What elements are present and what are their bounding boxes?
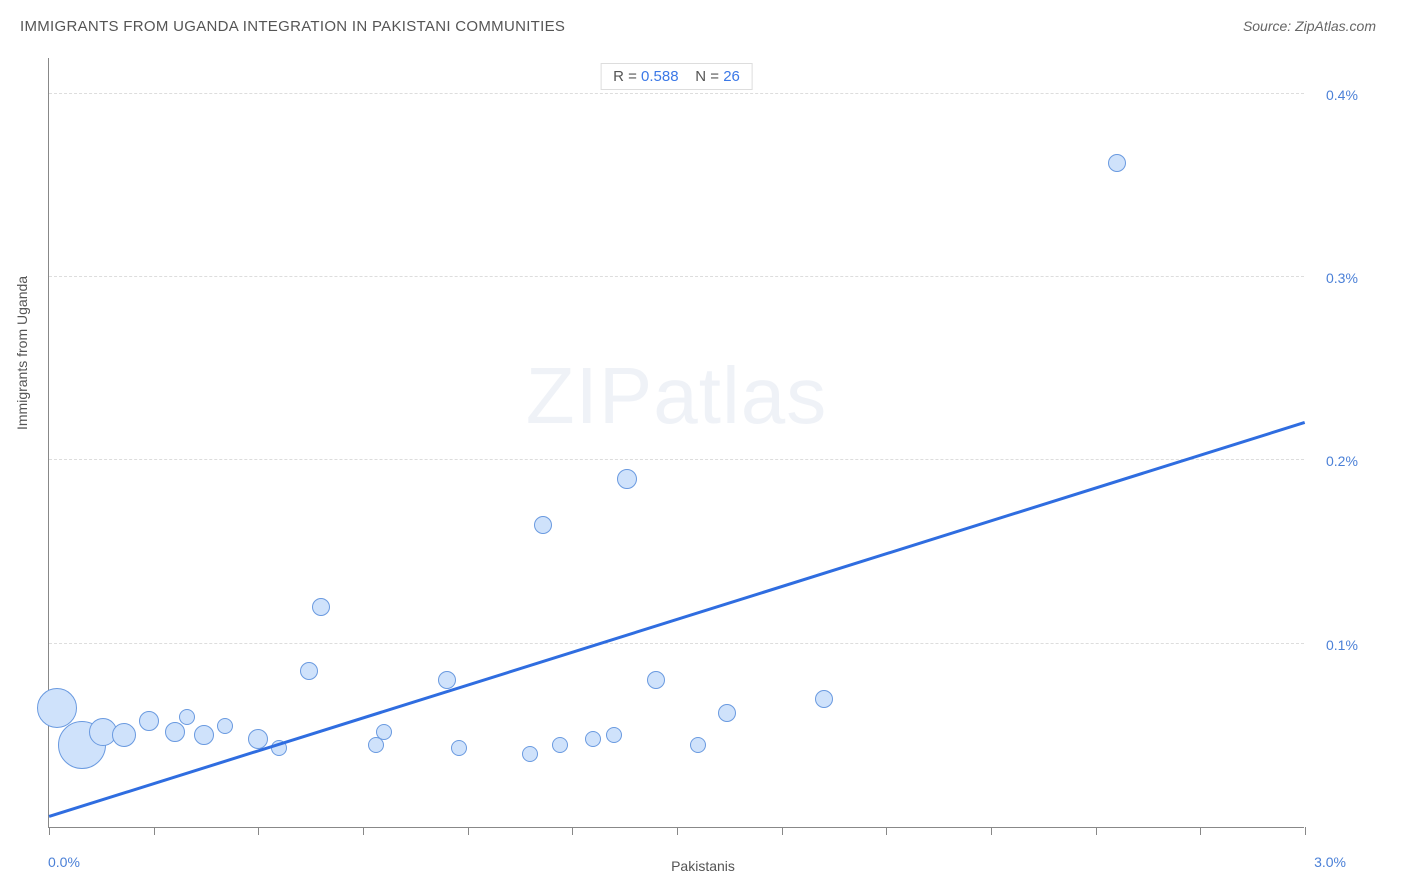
data-point [312, 598, 330, 616]
x-tick [154, 827, 155, 835]
data-point [1108, 154, 1126, 172]
x-tick [1305, 827, 1306, 835]
gridline [49, 459, 1304, 460]
data-point [690, 737, 706, 753]
x-tick [886, 827, 887, 835]
data-point [534, 516, 552, 534]
trend-line [49, 421, 1306, 818]
n-label: N = [695, 68, 723, 85]
x-tick [991, 827, 992, 835]
y-tick-label: 0.3% [1326, 270, 1358, 286]
x-tick [572, 827, 573, 835]
r-value: 0.588 [641, 68, 679, 85]
x-tick [49, 827, 50, 835]
data-point [815, 690, 833, 708]
gridline [49, 276, 1304, 277]
chart-title: IMMIGRANTS FROM UGANDA INTEGRATION IN PA… [20, 18, 565, 35]
y-tick-label: 0.2% [1326, 453, 1358, 469]
x-tick [1200, 827, 1201, 835]
x-axis-min-label: 0.0% [48, 854, 80, 870]
x-tick [1096, 827, 1097, 835]
data-point [179, 709, 195, 725]
x-tick [468, 827, 469, 835]
n-value: 26 [723, 68, 740, 85]
r-label: R = [613, 68, 641, 85]
data-point [522, 746, 538, 762]
data-point [194, 725, 214, 745]
x-tick [258, 827, 259, 835]
x-tick [782, 827, 783, 835]
y-tick-label: 0.1% [1326, 637, 1358, 653]
gridline [49, 643, 1304, 644]
x-tick [677, 827, 678, 835]
data-point [606, 727, 622, 743]
y-axis-label: Immigrants from Uganda [14, 276, 30, 430]
data-point [585, 731, 601, 747]
data-point [376, 724, 392, 740]
data-point [165, 722, 185, 742]
plot-area: ZIPatlas R = 0.588 N = 26 [48, 58, 1304, 828]
data-point [112, 723, 136, 747]
x-axis-max-label: 3.0% [1314, 854, 1346, 870]
data-point [647, 671, 665, 689]
gridline [49, 93, 1304, 94]
data-point [617, 469, 637, 489]
watermark: ZIPatlas [526, 350, 827, 442]
data-point [718, 704, 736, 722]
data-point [451, 740, 467, 756]
x-tick [363, 827, 364, 835]
y-tick-label: 0.4% [1326, 87, 1358, 103]
data-point [139, 711, 159, 731]
source-attribution: Source: ZipAtlas.com [1243, 18, 1376, 34]
data-point [300, 662, 318, 680]
data-point [217, 718, 233, 734]
data-point [552, 737, 568, 753]
x-axis-label: Pakistanis [671, 858, 735, 874]
correlation-stats: R = 0.588 N = 26 [600, 63, 753, 90]
data-point [438, 671, 456, 689]
